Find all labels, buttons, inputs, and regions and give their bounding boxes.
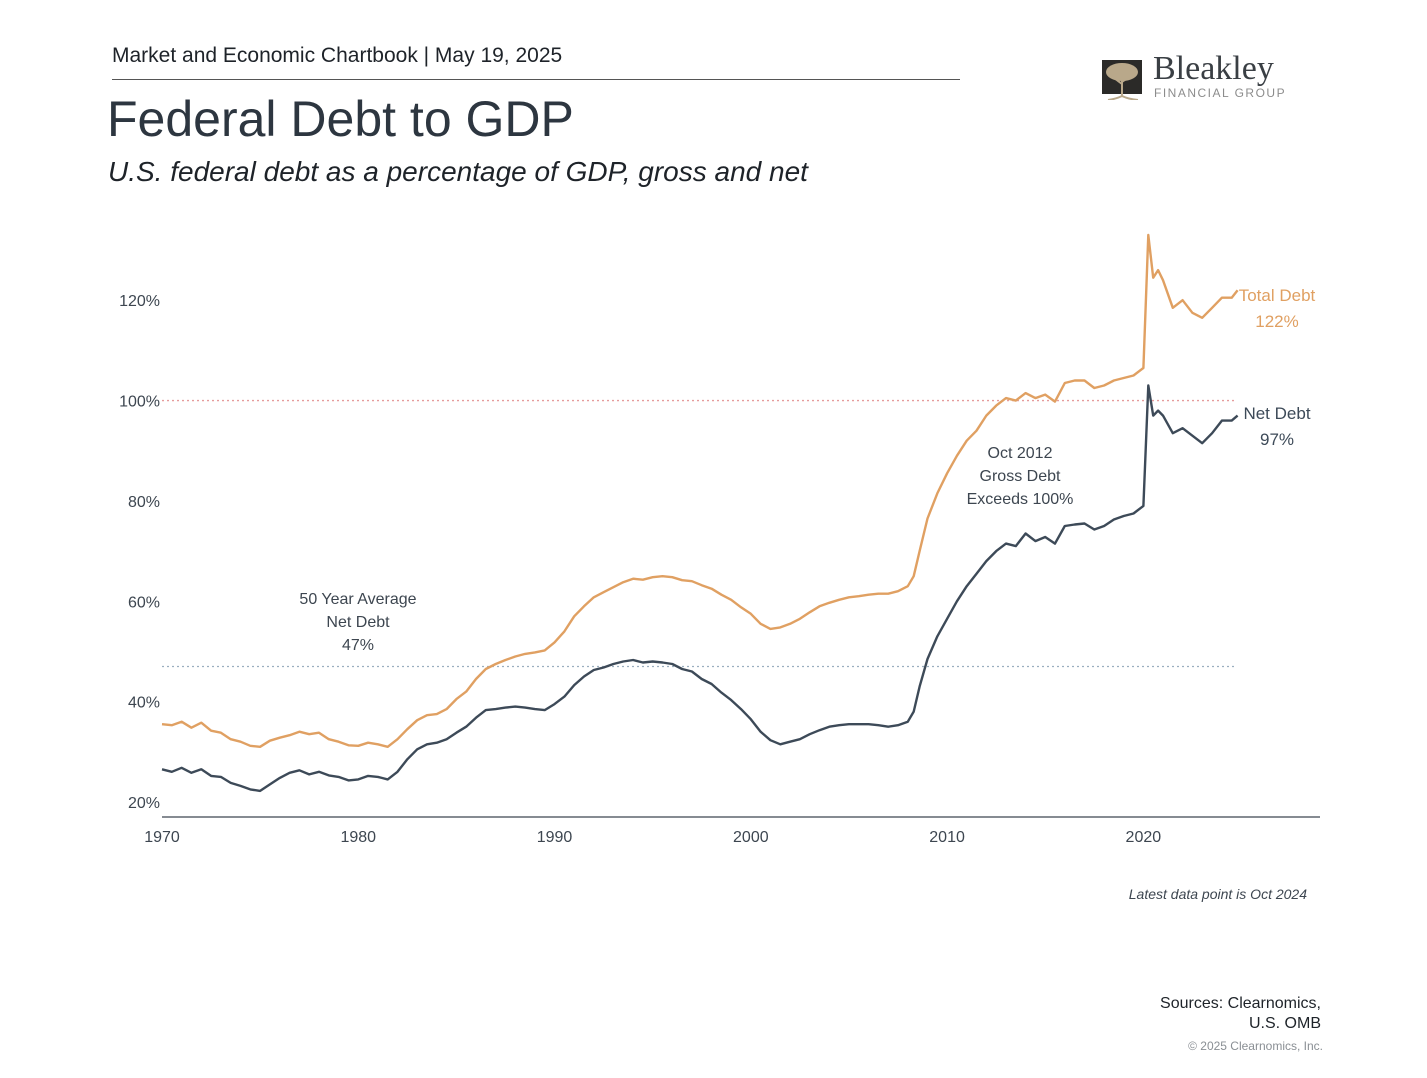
latest-data-note: Latest data point is Oct 2024 [1128, 886, 1307, 902]
sources-line-2: U.S. OMB [1248, 1015, 1321, 1032]
y-tick-label-20: 20% [128, 795, 160, 812]
series-label-total-debt: Total Debt [1239, 286, 1316, 305]
logo-tagline: FINANCIAL GROUP [1154, 86, 1287, 100]
series-line-total-debt [161, 233, 1239, 748]
y-tick-label-60: 60% [128, 594, 160, 611]
annotation-oct2012-line-0: Oct 2012 [988, 445, 1053, 462]
annotation-avg-line-1: Net Debt [326, 614, 390, 631]
page-subtitle: U.S. federal debt as a percentage of GDP… [108, 156, 808, 187]
sources-line-1: Sources: Clearnomics, [1160, 995, 1321, 1012]
bleakley-logo: Bleakley FINANCIAL GROUP [1098, 50, 1313, 106]
series-value-net-debt: 97% [1260, 430, 1294, 449]
series-line-net-debt [161, 384, 1239, 793]
x-tick-label-2010: 2010 [929, 829, 965, 846]
logo-name: Bleakley [1153, 50, 1274, 87]
x-tick-label-1970: 1970 [144, 829, 180, 846]
sources: Sources: Clearnomics, U.S. OMB [1160, 994, 1321, 1034]
copyright: © 2025 Clearnomics, Inc. [1188, 1039, 1323, 1053]
tree-logo-icon [1102, 60, 1142, 100]
x-tick-label-1990: 1990 [537, 829, 573, 846]
y-tick-label-80: 80% [128, 494, 160, 511]
y-tick-label-120: 120% [119, 293, 160, 310]
x-tick-label-1980: 1980 [340, 829, 376, 846]
x-tick-label-2020: 2020 [1126, 829, 1162, 846]
page-title: Federal Debt to GDP [107, 91, 574, 147]
annotation-avg-line-0: 50 Year Average [299, 591, 416, 608]
x-tick-label-2000: 2000 [733, 829, 769, 846]
y-tick-label-100: 100% [119, 394, 160, 411]
header-divider [112, 79, 960, 80]
annotation-avg-line-2: 47% [342, 637, 374, 654]
y-tick-label-40: 40% [128, 695, 160, 712]
annotation-oct2012-line-1: Gross Debt [980, 468, 1061, 485]
series-label-net-debt: Net Debt [1243, 404, 1310, 423]
chartbook-header: Market and Economic Chartbook | May 19, … [112, 44, 563, 67]
series-value-total-debt: 122% [1255, 312, 1298, 331]
annotation-oct2012-line-2: Exceeds 100% [967, 491, 1074, 508]
